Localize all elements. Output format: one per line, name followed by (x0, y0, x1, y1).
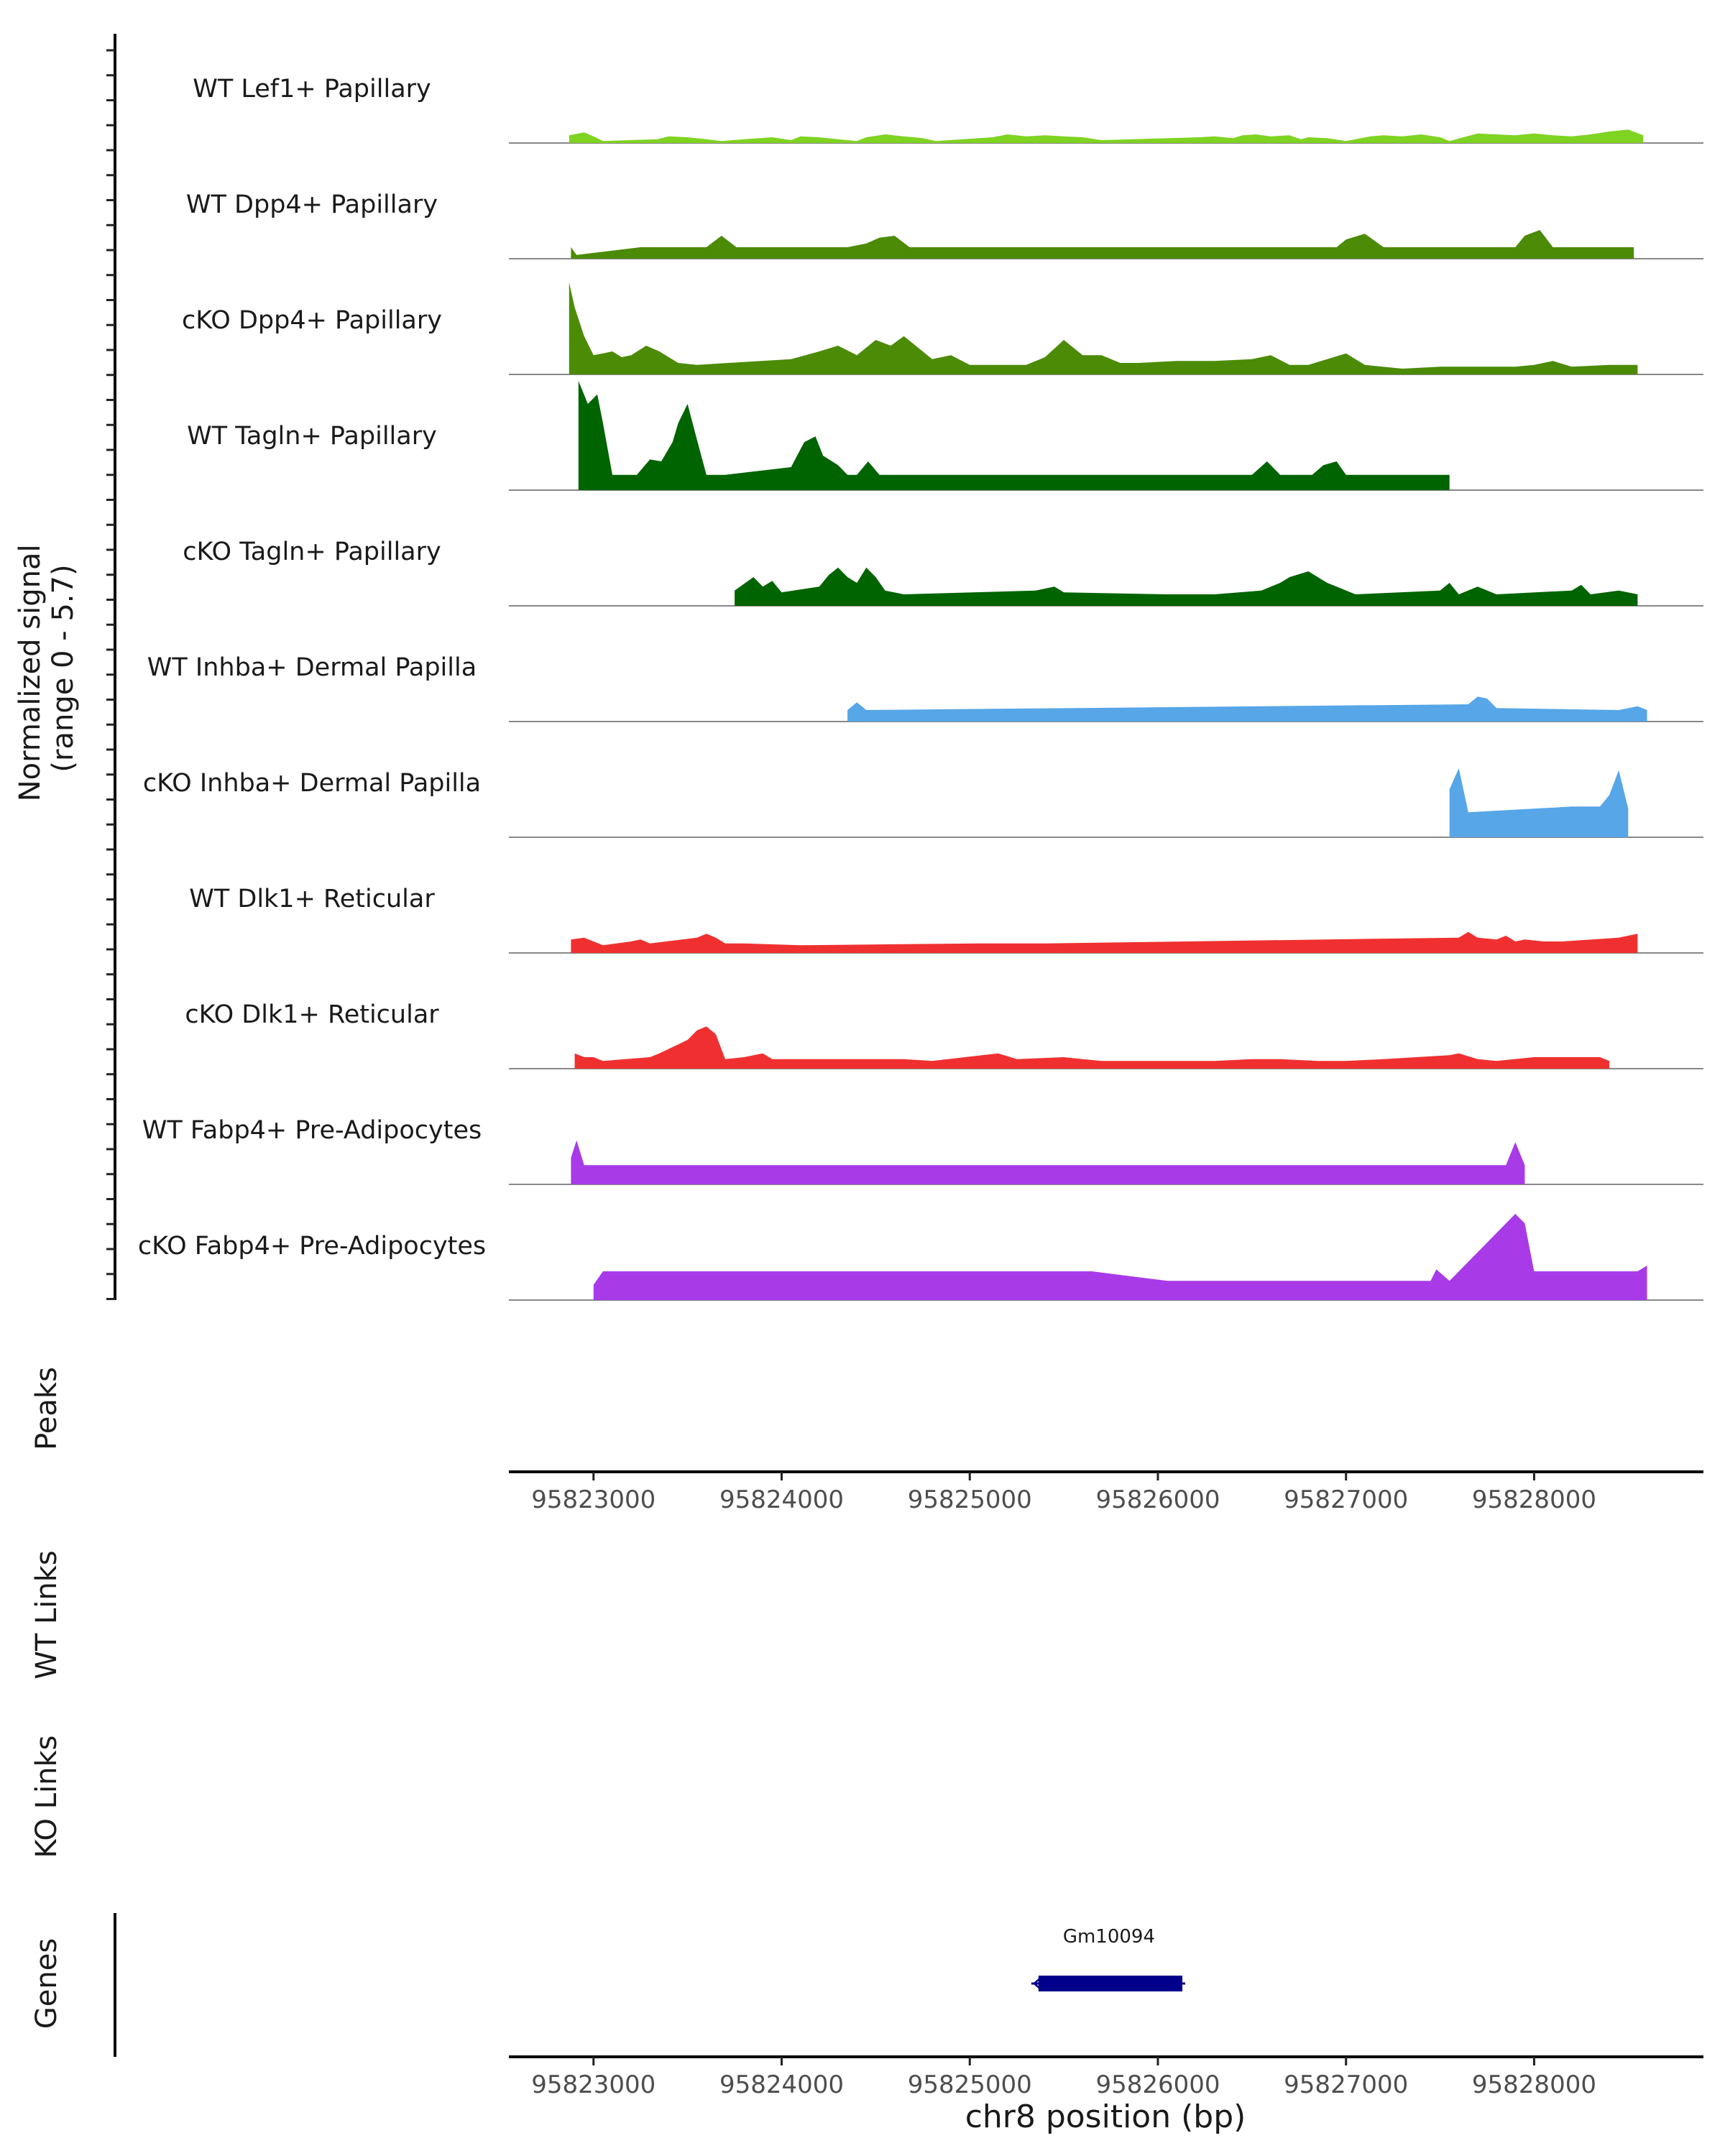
coverage-area (1449, 768, 1629, 837)
peaks-x-tick-label: 95823000 (531, 1485, 656, 1514)
coverage-area (571, 931, 1638, 953)
peaks-x-axis: 95823000 95824000 95825000 95826000 95827000… (531, 1472, 1596, 1514)
coverage-area (574, 1026, 1610, 1069)
genes-panel-label: Genes (30, 1938, 63, 2029)
track-label: WT Fabp4+ Pre-Adipocytes (142, 1116, 482, 1145)
track-label: WT Tagln+ Papillary (187, 422, 437, 451)
track-label: WT Inhba+ Dermal Papilla (147, 653, 477, 682)
y-axis-label: Normalized signal (range 0 - 5.7) (14, 535, 80, 802)
gene-strand-arrow (1032, 1978, 1041, 1989)
gene-annotations: Gm10094 (1031, 1926, 1186, 1991)
x-axis-label: chr8 position (bp) (965, 2099, 1246, 2135)
track-label: cKO Tagln+ Papillary (183, 538, 441, 566)
coverage-area (735, 567, 1638, 606)
peaks-x-tick-label: 95825000 (908, 1485, 1032, 1514)
coverage-area (593, 1214, 1647, 1300)
genes-x-tick-label: 95823000 (531, 2070, 656, 2099)
coverage-area (578, 381, 1450, 490)
genes-x-tick-label: 95826000 (1095, 2070, 1220, 2099)
peaks-x-tick-label: 95826000 (1095, 1485, 1220, 1514)
genes-x-tick-label: 95825000 (908, 2070, 1032, 2099)
track-label: cKO Dlk1+ Reticular (185, 1000, 439, 1029)
genes-x-tick-label: 95828000 (1472, 2070, 1596, 2099)
genes-x-axis: 95823000 95824000 95825000 95826000 95827000… (531, 2057, 1596, 2099)
coverage-y-ticks (106, 49, 115, 1300)
genes-x-tick-label: 95827000 (1284, 2070, 1408, 2099)
coverage-area (569, 282, 1638, 374)
gene-exon (1038, 1976, 1183, 1991)
coverage-tracks: WT Lef1+ Papillary WT Dpp4+ Papillary cKO … (138, 75, 1703, 1301)
coverage-area (571, 230, 1634, 259)
track-label: cKO Dpp4+ Papillary (182, 306, 442, 335)
gene-label: Gm10094 (1063, 1926, 1155, 1948)
wt-links-panel-label: WT Links (30, 1550, 63, 1679)
peaks-x-tick-label: 95824000 (719, 1485, 844, 1514)
coverage-area (569, 129, 1644, 143)
coverage-area (847, 696, 1647, 722)
track-label: WT Lef1+ Papillary (193, 75, 431, 103)
peaks-x-tick-label: 95827000 (1284, 1485, 1408, 1514)
track-label: cKO Inhba+ Dermal Papilla (143, 769, 481, 798)
peaks-panel-label: Peaks (30, 1367, 63, 1450)
track-label: cKO Fabp4+ Pre-Adipocytes (138, 1232, 486, 1261)
track-label: WT Dlk1+ Reticular (189, 885, 435, 913)
peaks-x-tick-label: 95828000 (1472, 1485, 1596, 1514)
coverage-area (571, 1140, 1525, 1184)
track-label: WT Dpp4+ Papillary (186, 190, 438, 219)
ko-links-panel-label: KO Links (30, 1736, 63, 1858)
genes-x-tick-label: 95824000 (719, 2070, 844, 2099)
